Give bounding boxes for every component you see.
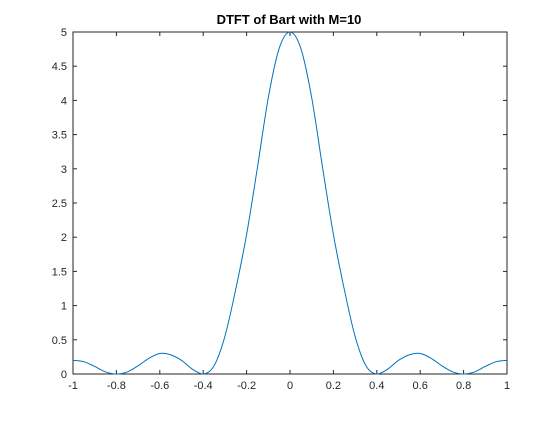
y-tick-label: 5 xyxy=(61,27,67,39)
y-tick-label: 2.5 xyxy=(52,198,67,210)
y-tick-label: 2 xyxy=(61,232,67,244)
x-tick-label: 0.8 xyxy=(456,380,471,392)
y-tick-label: 4.5 xyxy=(52,61,67,73)
x-axis-ticks: -1 -0.8 -0.6 -0.4 -0.2 0 0.2 0.4 0.6 0.8 1 xyxy=(68,32,510,392)
x-tick-label: 0.2 xyxy=(326,380,341,392)
plot-lines xyxy=(72,31,508,375)
x-tick-label: -0.4 xyxy=(194,380,213,392)
y-axis-ticks: 0 0.5 1 1.5 2 2.5 3 3.5 4 4.5 5 xyxy=(52,27,507,381)
x-tick-label: -0.2 xyxy=(237,380,256,392)
y-tick-label: 0 xyxy=(61,369,67,381)
x-tick-label: -0.6 xyxy=(150,380,169,392)
y-tick-label: 3.5 xyxy=(52,130,67,142)
y-tick-label: 1.5 xyxy=(52,266,67,278)
x-tick-label: 0 xyxy=(287,380,293,392)
x-tick-label: -1 xyxy=(68,380,78,392)
x-tick-label: 1 xyxy=(504,380,510,392)
axes-box xyxy=(72,31,508,375)
x-tick-label: -0.8 xyxy=(107,380,126,392)
y-tick-label: 4 xyxy=(61,95,67,107)
x-tick-label: 0.6 xyxy=(413,380,428,392)
series-line-0 xyxy=(72,31,508,375)
x-tick-label: 0.4 xyxy=(369,380,384,392)
y-tick-label: 1 xyxy=(61,301,67,313)
y-tick-label: 0.5 xyxy=(52,335,67,347)
chart-title: DTFT of Bart with M=10 xyxy=(217,12,362,27)
y-tick-label: 3 xyxy=(61,164,67,176)
